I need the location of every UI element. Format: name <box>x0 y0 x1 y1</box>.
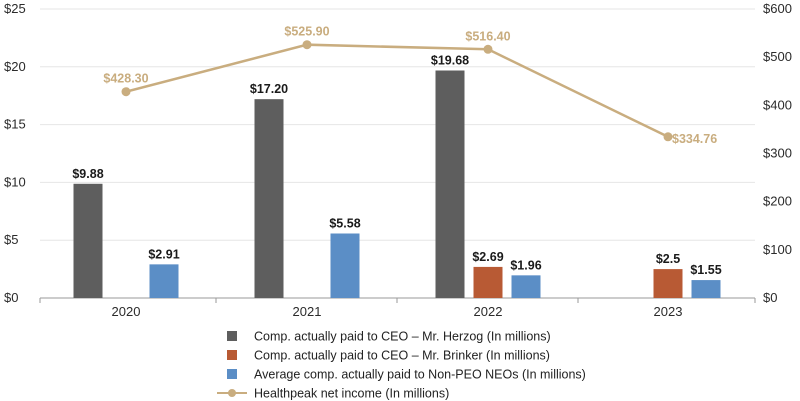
line-point <box>663 132 673 142</box>
bar-data-label: $1.96 <box>510 258 541 272</box>
y-right-tick-label: $0 <box>763 290 777 305</box>
bar-data-label: $1.55 <box>690 263 721 277</box>
bar <box>435 70 465 298</box>
bar-data-label: $2.69 <box>472 250 503 264</box>
y-left-tick-label: $20 <box>4 59 26 74</box>
bar <box>691 280 721 298</box>
bar <box>330 233 360 298</box>
y-right-tick-label: $300 <box>763 146 792 161</box>
legend-label: Healthpeak net income (In millions) <box>254 387 449 401</box>
bar <box>73 183 103 298</box>
line-data-label: $525.90 <box>284 25 329 39</box>
legend-swatch <box>227 350 237 360</box>
line-point <box>302 40 312 50</box>
legend-label: Comp. actually paid to CEO – Mr. Brinker… <box>254 349 550 363</box>
legend-label: Average comp. actually paid to Non-PEO N… <box>254 368 586 382</box>
y-right-tick-label: $200 <box>763 194 792 209</box>
y-right-tick-label: $500 <box>763 49 792 64</box>
line-point <box>483 44 493 54</box>
x-tick-label: 2020 <box>112 304 141 319</box>
x-tick-label: 2022 <box>474 304 503 319</box>
bar-data-label: $5.58 <box>329 216 360 230</box>
y-left-tick-label: $10 <box>4 174 26 189</box>
line-data-label: $428.30 <box>103 72 148 86</box>
y-right-tick-label: $600 <box>763 1 792 16</box>
bar <box>473 266 503 298</box>
bar-data-label: $17.20 <box>250 82 288 96</box>
line-data-label: $334.76 <box>672 132 717 146</box>
legend-swatch <box>227 369 237 379</box>
legend-swatch <box>227 331 237 341</box>
y-left-tick-label: $0 <box>4 290 18 305</box>
legend-marker <box>228 389 236 397</box>
bar <box>254 99 284 298</box>
line-point <box>121 87 131 97</box>
bar-data-label: $2.91 <box>148 247 179 261</box>
bar <box>653 269 683 298</box>
legend-label: Comp. actually paid to CEO – Mr. Herzog … <box>254 330 551 344</box>
y-left-tick-label: $25 <box>4 1 26 16</box>
bar <box>511 275 541 298</box>
bar-data-label: $9.88 <box>72 167 103 181</box>
y-left-tick-label: $5 <box>4 232 18 247</box>
y-right-tick-label: $400 <box>763 97 792 112</box>
bar-data-label: $2.5 <box>656 252 680 266</box>
x-tick-label: 2021 <box>293 304 322 319</box>
line-data-label: $516.40 <box>465 29 510 43</box>
bar-data-label: $19.68 <box>431 53 469 67</box>
y-right-tick-label: $100 <box>763 242 792 257</box>
y-left-tick-label: $15 <box>4 117 26 132</box>
bar <box>149 264 179 298</box>
series-line <box>125 43 669 138</box>
x-tick-label: 2023 <box>654 304 683 319</box>
